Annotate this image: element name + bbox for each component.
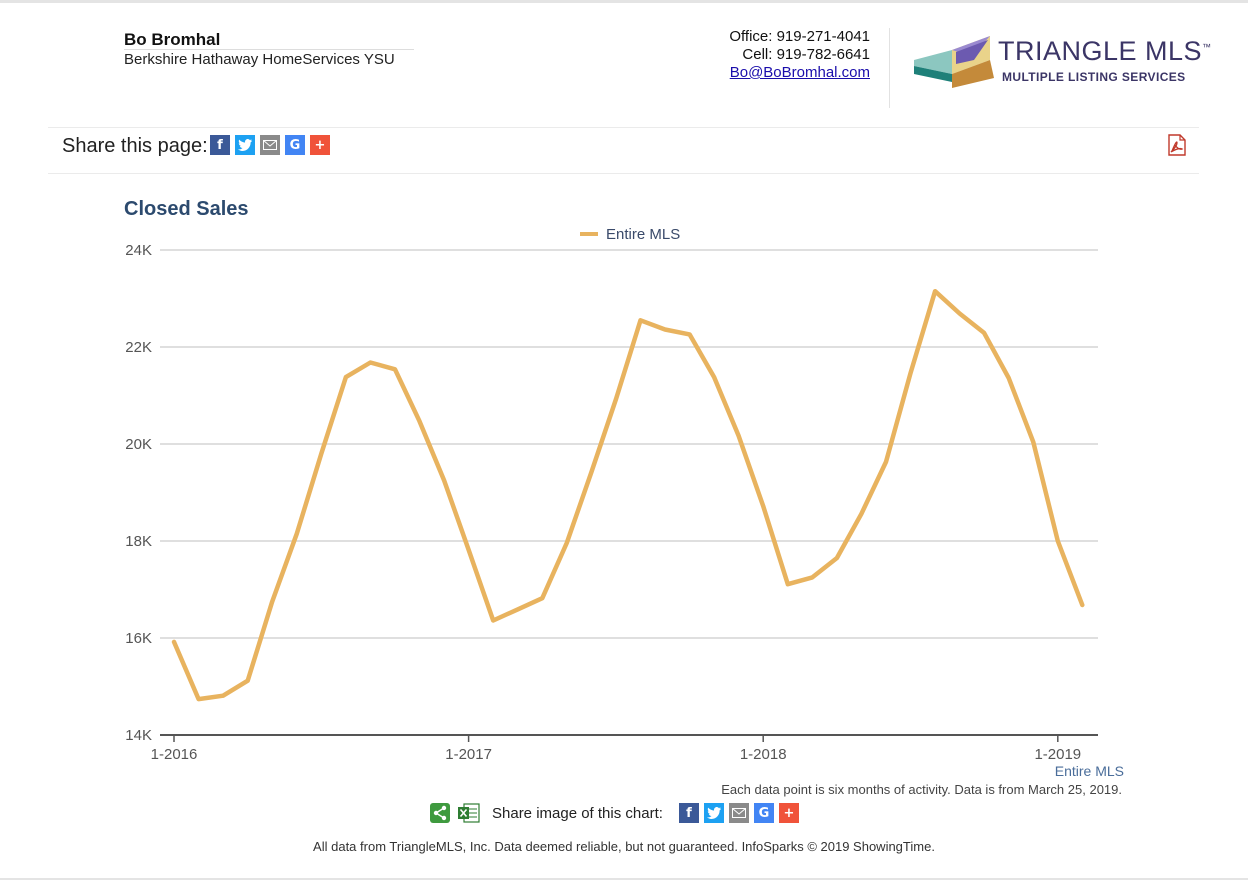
agent-name: Bo Bromhal: [124, 30, 221, 49]
header-divider: [889, 28, 890, 108]
top-border: [0, 0, 1248, 3]
chart-title: Closed Sales: [124, 198, 249, 220]
y-tick-label: 14K: [125, 727, 152, 744]
share-page-buttons: f G +: [210, 135, 330, 155]
bottom-border: [0, 878, 1248, 880]
google-icon[interactable]: G: [285, 135, 305, 155]
x-tick-label: 1-2016: [151, 746, 198, 763]
y-tick-label: 24K: [125, 242, 152, 259]
chart-note: Each data point is six months of activit…: [721, 782, 1122, 797]
logo-title-text: TRIANGLE MLS: [998, 36, 1203, 66]
series-label: Entire MLS: [1054, 763, 1124, 779]
footer-disclaimer: All data from TriangleMLS, Inc. Data dee…: [313, 839, 935, 854]
triangle-mls-logo: TRIANGLE MLS™ MULTIPLE LISTING SERVICES: [912, 30, 1212, 96]
share-icon[interactable]: [430, 803, 450, 823]
plus-icon[interactable]: +: [310, 135, 330, 155]
office-phone: Office: 919-271-4041: [729, 28, 870, 45]
facebook-icon[interactable]: f: [210, 135, 230, 155]
share-page-label: Share this page:: [62, 135, 208, 157]
logo-title: TRIANGLE MLS™: [998, 36, 1212, 67]
email-link[interactable]: Bo@BoBromhal.com: [729, 64, 870, 81]
legend-label: Entire MLS: [606, 226, 680, 243]
twitter-icon[interactable]: [235, 135, 255, 155]
facebook-icon[interactable]: f: [678, 803, 699, 823]
google-icon[interactable]: G: [753, 803, 774, 823]
cell-phone: Cell: 919-782-6641: [742, 46, 870, 63]
contact-block: Office: 919-271-4041 Cell: 919-782-6641 …: [729, 28, 870, 82]
excel-icon[interactable]: [458, 803, 480, 823]
series-line-entire-mls: [171, 288, 1085, 702]
chart-share-bar: Share image of this chart: f G +: [430, 803, 799, 823]
triangle-logo-icon: [914, 36, 994, 88]
y-tick-label: 16K: [125, 630, 152, 647]
y-tick-label: 18K: [125, 533, 152, 550]
share-chart-buttons: f G +: [678, 803, 799, 823]
pdf-icon[interactable]: [1167, 134, 1187, 156]
logo-subtitle: MULTIPLE LISTING SERVICES: [1002, 70, 1186, 84]
x-tick-label: 1-2018: [740, 746, 787, 763]
share-chart-label: Share image of this chart:: [492, 804, 663, 822]
email-icon[interactable]: [728, 803, 749, 823]
email-icon[interactable]: [260, 135, 280, 155]
logo-trademark: ™: [1202, 42, 1212, 52]
twitter-icon[interactable]: [703, 803, 724, 823]
y-tick-label: 22K: [125, 339, 152, 356]
agent-block: Bo Bromhal Berkshire Hathaway HomeServic…: [124, 30, 414, 69]
share-bar: Share this page: f G +: [48, 127, 1199, 174]
plus-icon[interactable]: +: [778, 803, 799, 823]
y-tick-label: 20K: [125, 436, 152, 453]
x-tick-label: 1-2019: [1034, 746, 1081, 763]
agent-company: Berkshire Hathaway HomeServices YSU: [124, 49, 414, 69]
x-tick-label: 1-2017: [445, 746, 492, 763]
